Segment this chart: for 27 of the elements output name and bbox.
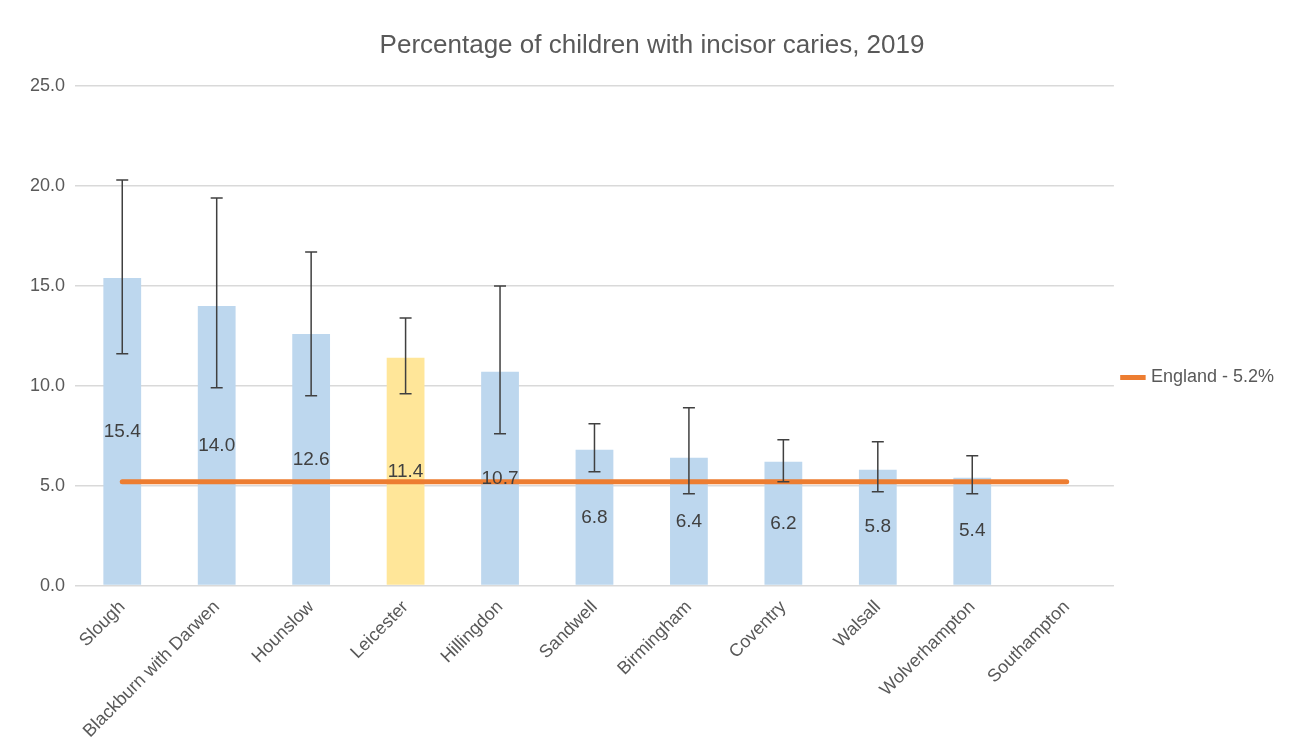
bar (292, 333, 331, 585)
y-tick-label: 5.0 (40, 474, 66, 495)
y-tick-label: 15.0 (29, 274, 66, 295)
bar (197, 305, 236, 585)
data-label: 6.2 (770, 511, 797, 533)
data-label: 6.4 (675, 509, 703, 531)
bar (953, 477, 992, 585)
y-tick-label: 10.0 (29, 374, 66, 395)
bar (481, 371, 519, 585)
data-label: 14.0 (198, 433, 236, 455)
bar (575, 449, 614, 585)
data-label: 11.4 (387, 459, 424, 481)
y-tick-label: 25.0 (29, 75, 66, 96)
y-tick-label: 20.0 (29, 175, 66, 196)
bar (764, 461, 803, 585)
legend-label: England - 5.2% (1150, 366, 1275, 387)
data-label: 12.6 (292, 447, 330, 469)
bar (858, 469, 897, 585)
data-label: 15.4 (103, 419, 142, 441)
data-label: 5.4 (959, 519, 986, 541)
data-label: 6.8 (581, 505, 608, 527)
bar (103, 277, 142, 585)
y-tick-label: 0.0 (40, 574, 66, 595)
bar (386, 357, 425, 585)
chart-title: Percentage of children with incisor caries, 2019 (379, 28, 925, 59)
bar (670, 457, 708, 585)
data-label: 5.8 (864, 515, 892, 537)
